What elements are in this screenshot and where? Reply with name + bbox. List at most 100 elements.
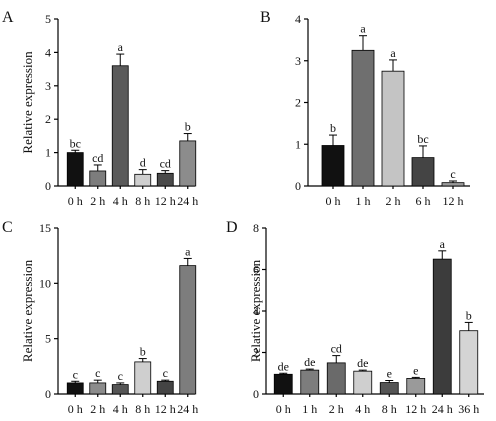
y-tick-label-b: 0 [295, 179, 301, 193]
bar-b [411, 157, 435, 187]
y-tick-label-d: 2 [253, 346, 259, 360]
bar-d [273, 373, 293, 395]
x-tick-label-a: 24 h [177, 194, 198, 208]
bar-b [441, 182, 465, 187]
significance-letter-b: a [390, 46, 396, 60]
bar-a [134, 173, 152, 187]
y-tick-label-b: 2 [295, 96, 301, 110]
y-tick-label-b: 3 [295, 54, 301, 68]
x-tick-label-d: 36 h [458, 402, 479, 416]
panel-label-b: B [260, 9, 271, 26]
y-tick-label-b: 1 [295, 137, 301, 151]
x-tick-label-c: 0 h [68, 402, 83, 416]
bar-d [432, 258, 452, 395]
panel-label-d: D [226, 219, 238, 236]
x-tick-label-b: 12 h [443, 194, 464, 208]
y-axis-title-c: Relative expression [20, 259, 35, 362]
significance-letter-a: bc [70, 136, 81, 150]
y-tick-label-d: 4 [253, 304, 259, 318]
x-tick-label-d: 4 h [355, 402, 370, 416]
x-tick-label-d: 2 h [329, 402, 344, 416]
y-tick-label-a: 5 [45, 12, 51, 26]
y-tick-label-d: 6 [253, 263, 259, 277]
significance-letter-c: a [185, 244, 191, 258]
x-tick-label-c: 12 h [155, 402, 176, 416]
y-tick-label-a: 0 [45, 179, 51, 193]
x-tick-label-c: 2 h [90, 402, 105, 416]
y-tick-label-d: 0 [253, 387, 259, 401]
x-tick-label-b: 0 h [326, 194, 341, 208]
x-tick-label-c: 8 h [135, 402, 150, 416]
x-tick-label-c: 4 h [113, 402, 128, 416]
significance-letter-c: c [95, 366, 100, 380]
panel-label-a: A [2, 9, 14, 26]
bar-c [156, 380, 174, 395]
bar-b [351, 49, 375, 187]
significance-letter-d: cd [331, 342, 342, 356]
y-tick-label-a: 1 [45, 146, 51, 160]
panel-label-c: C [2, 219, 13, 236]
bar-c [89, 382, 107, 395]
bar-b [381, 70, 405, 187]
x-tick-label-a: 4 h [113, 194, 128, 208]
x-tick-label-d: 24 h [432, 402, 453, 416]
bar-d [300, 369, 320, 395]
bar-c [179, 265, 197, 395]
significance-letter-d: a [440, 237, 446, 251]
significance-letter-d: de [278, 359, 289, 373]
bar-d [379, 382, 399, 395]
significance-letter-c: c [163, 366, 168, 380]
significance-letter-b: bc [417, 132, 428, 146]
y-axis-title-d: Relative expression [248, 259, 263, 362]
bar-d [353, 370, 373, 395]
x-tick-label-b: 6 h [416, 194, 431, 208]
y-tick-label-c: 10 [39, 276, 51, 290]
significance-letter-a: cd [160, 157, 171, 171]
y-tick-label-a: 3 [45, 79, 51, 93]
panel-d: D Relative expression 0 2 4 6 8 de 0 h de 1 h cd 2 h… [226, 219, 484, 416]
x-tick-label-a: 0 h [68, 194, 83, 208]
y-tick-label-c: 5 [45, 332, 51, 346]
bar-c [134, 361, 152, 395]
y-tick-label-a: 4 [45, 45, 51, 59]
bar-c [66, 382, 84, 395]
x-tick-label-d: 0 h [276, 402, 291, 416]
panel-c: C Relative expression 0 5 10 15 c 0 h c 2 h c 4 h b 8… [2, 219, 198, 416]
x-tick-label-d: 1 h [302, 402, 317, 416]
significance-letter-d: de [357, 356, 368, 370]
x-tick-label-a: 8 h [135, 194, 150, 208]
bar-d [406, 378, 426, 395]
bar-b [321, 145, 345, 187]
bar-a [156, 172, 174, 187]
bar-c [111, 384, 129, 395]
significance-letter-a: a [118, 40, 124, 54]
bar-a [66, 152, 84, 187]
panel-a: A Relative expression 0 1 2 3 4 5 bc 0 h cd 2 h a 4 h… [2, 9, 198, 208]
bar-d [326, 362, 346, 395]
y-axis-title-a: Relative expression [20, 51, 35, 154]
x-tick-label-d: 12 h [405, 402, 426, 416]
x-tick-label-b: 2 h [386, 194, 401, 208]
significance-letter-c: c [118, 369, 123, 383]
x-tick-label-a: 12 h [155, 194, 176, 208]
significance-letter-d: e [413, 363, 418, 377]
panel-b: B 0 1 2 3 4 b 0 h a 1 h a 2 h bc 6 h c 12 h [260, 9, 470, 208]
significance-letter-b: b [330, 121, 336, 135]
significance-letter-a: d [140, 156, 146, 170]
x-tick-label-a: 2 h [90, 194, 105, 208]
significance-letter-d: b [466, 308, 472, 322]
y-tick-label-c: 0 [45, 387, 51, 401]
significance-letter-a: b [185, 120, 191, 134]
bar-a [179, 140, 197, 187]
x-tick-label-b: 1 h [356, 194, 371, 208]
significance-letter-b: a [360, 22, 366, 36]
significance-letter-a: cd [92, 151, 103, 165]
x-tick-label-d: 8 h [382, 402, 397, 416]
y-tick-label-a: 2 [45, 112, 51, 126]
significance-letter-d: de [304, 355, 315, 369]
y-tick-label-b: 4 [295, 12, 301, 26]
significance-letter-b: c [450, 167, 455, 181]
y-tick-label-d: 8 [253, 221, 259, 235]
significance-letter-c: c [73, 367, 78, 381]
